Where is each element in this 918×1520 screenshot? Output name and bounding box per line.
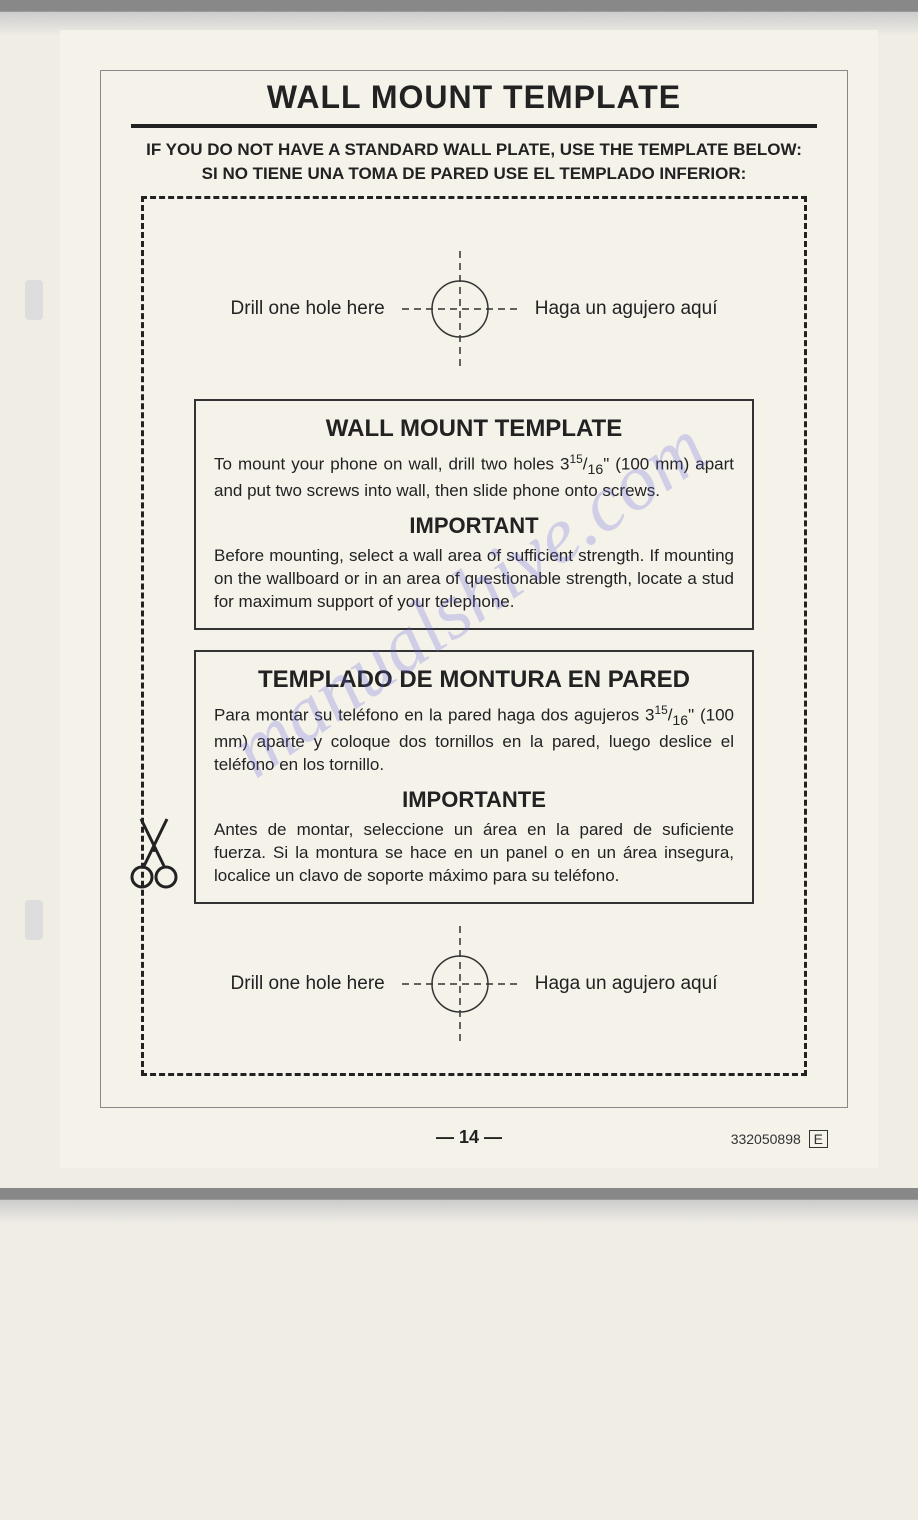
box-text-es-1: Para montar su teléfono en la pared haga… xyxy=(214,702,734,777)
box-subtitle-en: IMPORTANT xyxy=(214,513,734,539)
subtitle-english: IF YOU DO NOT HAVE A STANDARD WALL PLATE… xyxy=(121,140,827,160)
box-text-es-2: Antes de montar, seleccione un área en l… xyxy=(214,819,734,888)
binding-hole xyxy=(25,900,43,940)
inner-border: WALL MOUNT TEMPLATE IF YOU DO NOT HAVE A… xyxy=(100,70,848,1108)
drill-row-bottom: Drill one hole here Haga un agujero aquí xyxy=(154,924,794,1044)
fraction-den: 16 xyxy=(672,713,688,729)
box-text-en-2: Before mounting, select a wall area of s… xyxy=(214,545,734,614)
drill-row-top: Drill one hole here Haga un agujero aquí xyxy=(154,249,794,369)
fraction-den: 16 xyxy=(587,462,603,478)
title-underline xyxy=(131,124,817,128)
box-subtitle-es: IMPORTANTE xyxy=(214,787,734,813)
page-container: WALL MOUNT TEMPLATE IF YOU DO NOT HAVE A… xyxy=(60,30,878,1168)
box-text-en-1: To mount your phone on wall, drill two h… xyxy=(214,451,734,503)
drill-label-en: Drill one hole here xyxy=(231,298,385,320)
crosshair-icon xyxy=(400,249,520,369)
binding-hole xyxy=(25,280,43,320)
text-part: Para montar su teléfono en la pared haga… xyxy=(214,706,654,725)
box-title-es: TEMPLADO DE MONTURA EN PARED xyxy=(214,666,734,694)
scissors-icon xyxy=(126,811,182,898)
binding-holes xyxy=(25,280,45,1520)
drill-label-en: Drill one hole here xyxy=(231,973,385,995)
instruction-box-english: WALL MOUNT TEMPLATE To mount your phone … xyxy=(194,399,754,630)
drill-label-es: Haga un agujero aquí xyxy=(535,298,718,320)
doc-letter: E xyxy=(809,1130,828,1148)
text-part: To mount your phone on wall, drill two h… xyxy=(214,455,569,474)
subtitle-spanish: SI NO TIENE UNA TOMA DE PARED USE EL TEM… xyxy=(121,164,827,184)
instruction-box-spanish: TEMPLADO DE MONTURA EN PARED Para montar… xyxy=(194,650,754,904)
fraction-num: 15 xyxy=(654,703,667,717)
drill-label-es: Haga un agujero aquí xyxy=(535,973,718,995)
page-title: WALL MOUNT TEMPLATE xyxy=(101,79,847,116)
document-number: 332050898 E xyxy=(731,1130,828,1148)
template-cutout-box: Drill one hole here Haga un agujero aquí… xyxy=(141,196,807,1076)
doc-number-text: 332050898 xyxy=(731,1131,801,1147)
crosshair-icon xyxy=(400,924,520,1044)
fraction-num: 15 xyxy=(569,452,582,466)
box-title-en: WALL MOUNT TEMPLATE xyxy=(214,415,734,443)
